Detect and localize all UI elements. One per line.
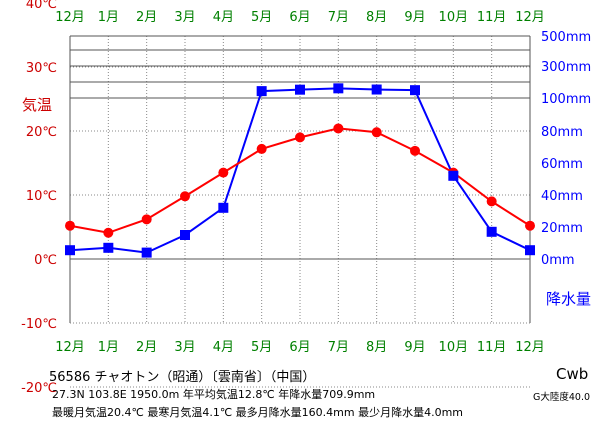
month-label-top: 4月 xyxy=(213,10,234,25)
temp-point xyxy=(103,227,114,238)
temp-point xyxy=(486,196,497,207)
month-label-bottom: 1月 xyxy=(98,340,119,355)
month-label-top: 1月 xyxy=(98,10,119,25)
precip-point xyxy=(65,245,75,256)
month-label-top: 6月 xyxy=(289,10,310,25)
precip-point xyxy=(295,84,305,95)
precip-point xyxy=(180,230,190,240)
temp-point xyxy=(295,132,305,143)
precip-point xyxy=(448,170,459,181)
precip-tick-label: 500mm xyxy=(541,30,591,45)
temp-point xyxy=(141,214,152,225)
precip-point xyxy=(333,83,344,94)
temp-point xyxy=(410,145,420,156)
month-label-top: 9月 xyxy=(404,10,425,25)
precip-point xyxy=(218,202,229,213)
month-label-bottom: 11月 xyxy=(477,340,507,355)
month-label-bottom: 8月 xyxy=(366,340,387,355)
month-label-top: 12月 xyxy=(515,10,545,25)
precip-tick-label: 80mm xyxy=(541,125,583,140)
month-label-bottom: 2月 xyxy=(136,340,157,355)
precip-point xyxy=(525,245,535,256)
temp-point xyxy=(180,191,190,202)
month-label-top: 12月 xyxy=(55,10,85,25)
temp-tick-label: 40℃ xyxy=(26,0,57,12)
month-label-top: 11月 xyxy=(477,10,507,25)
month-label-bottom: 12月 xyxy=(515,340,545,355)
temp-point xyxy=(256,143,267,154)
precip-point xyxy=(410,85,420,96)
month-label-top: 3月 xyxy=(174,10,195,25)
month-label-bottom: 4月 xyxy=(213,340,234,355)
month-label-bottom: 7月 xyxy=(328,340,349,355)
month-label-top: 8月 xyxy=(366,10,387,25)
precip-point xyxy=(486,226,497,237)
month-label-top: 5月 xyxy=(251,10,272,25)
temp-tick-label: 0℃ xyxy=(34,253,57,268)
precip-point xyxy=(256,86,267,97)
precip-tick-label: 0mm xyxy=(541,253,575,268)
precip-tick-label: 100mm xyxy=(541,92,591,107)
month-label-bottom: 3月 xyxy=(174,340,195,355)
temp-tick-label: 20℃ xyxy=(26,125,57,140)
month-label-top: 2月 xyxy=(136,10,157,25)
precip-tick-label: 60mm xyxy=(541,157,583,172)
temp-point xyxy=(65,220,75,231)
precip-tick-label: 300mm xyxy=(541,60,591,75)
month-label-bottom: 5月 xyxy=(251,340,272,355)
month-label-top: 10月 xyxy=(439,10,469,25)
precip-point xyxy=(141,247,152,258)
precip-series-line xyxy=(69,87,531,254)
temp-point xyxy=(371,127,382,138)
temp-point xyxy=(525,220,535,231)
month-label-bottom: 9月 xyxy=(404,340,425,355)
temp-axis-label: 気温 xyxy=(22,96,52,114)
precip-tick-label: 40mm xyxy=(541,189,583,204)
temp-tick-label: -10℃ xyxy=(21,317,57,332)
month-label-bottom: 6月 xyxy=(289,340,310,355)
month-label-top: 7月 xyxy=(328,10,349,25)
temp-point xyxy=(218,167,229,178)
month-label-bottom: 10月 xyxy=(439,340,469,355)
precip-point xyxy=(371,84,382,95)
month-label-bottom: 12月 xyxy=(55,340,85,355)
temp-tick-label: 30℃ xyxy=(26,61,57,76)
temp-tick-label: -20℃ xyxy=(21,381,57,396)
precip-axis-label: 降水量 xyxy=(546,290,591,308)
temp-tick-label: 10℃ xyxy=(26,189,57,204)
temp-point xyxy=(333,123,344,134)
precip-tick-label: 20mm xyxy=(541,221,583,236)
precip-point xyxy=(103,242,114,253)
